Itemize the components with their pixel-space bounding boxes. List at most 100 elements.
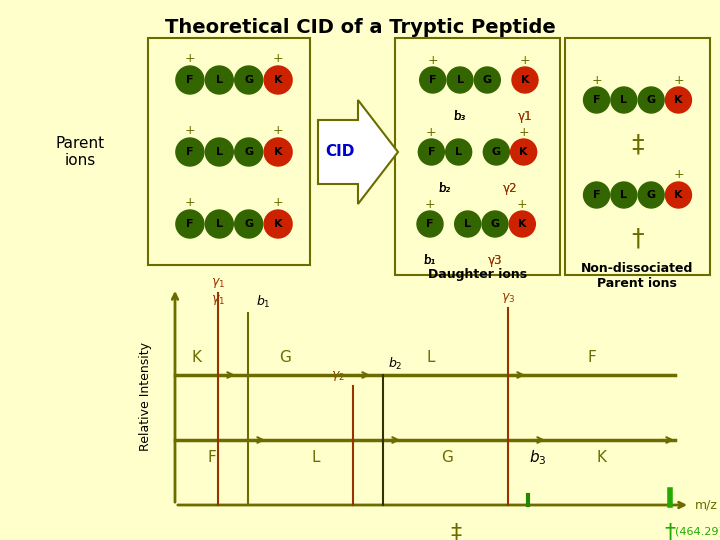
Text: +: + [184,195,195,208]
Text: +: + [273,124,284,137]
Text: γ3: γ3 [487,254,503,267]
Circle shape [510,139,536,165]
Text: K: K [518,219,526,229]
Text: ‡: ‡ [631,132,644,156]
Text: b₁: b₁ [424,254,436,267]
Circle shape [176,210,204,238]
Circle shape [205,66,233,94]
Text: L: L [464,219,471,229]
Text: K: K [274,75,282,85]
Circle shape [474,67,500,93]
Text: K: K [192,349,202,364]
Text: γ1: γ1 [518,110,532,123]
Circle shape [638,87,664,113]
Text: F: F [593,95,600,105]
Circle shape [455,211,481,237]
Text: +: + [518,125,529,138]
Text: $\mathit{\gamma}_1$: $\mathit{\gamma}_1$ [211,293,225,307]
Bar [148,38,310,265]
Circle shape [235,210,263,238]
Text: G: G [647,95,656,105]
Text: K: K [674,190,683,200]
Text: (464.29): (464.29) [675,527,720,537]
Text: +: + [273,51,284,64]
Text: G: G [492,147,501,157]
Text: L: L [621,190,627,200]
Circle shape [176,66,204,94]
Text: F: F [428,147,435,157]
Circle shape [420,67,446,93]
Circle shape [235,66,263,94]
Text: b₂: b₂ [439,182,451,195]
Circle shape [418,139,444,165]
Circle shape [447,67,473,93]
Text: m/z: m/z [695,498,718,511]
Text: $b_3$: $b_3$ [529,449,546,467]
Text: F: F [587,349,596,364]
Text: CID: CID [325,145,355,159]
Text: $b_2$: $b_2$ [388,356,402,372]
Text: L: L [216,219,222,229]
Text: $\mathit{\gamma}_1$: $\mathit{\gamma}_1$ [211,276,225,290]
Text: b₃: b₃ [454,110,466,123]
Text: +: + [184,124,195,137]
Text: G: G [490,219,500,229]
Text: ‡: ‡ [450,523,461,540]
Text: γ2: γ2 [503,182,517,195]
Text: F: F [186,219,194,229]
Text: $b_1$: $b_1$ [256,294,271,310]
Text: K: K [274,219,282,229]
Text: $\mathit{\gamma}_2$: $\mathit{\gamma}_2$ [331,369,345,383]
Circle shape [235,138,263,166]
Circle shape [446,139,472,165]
Text: Daughter ions: Daughter ions [428,268,528,281]
Text: K: K [674,95,683,105]
Text: G: G [279,349,292,364]
Text: +: + [591,73,602,86]
Circle shape [417,211,443,237]
Circle shape [482,211,508,237]
Text: K: K [596,450,606,465]
Text: F: F [426,219,433,229]
Text: K: K [521,75,529,85]
Circle shape [205,138,233,166]
Text: F: F [186,75,194,85]
Text: G: G [647,190,656,200]
Circle shape [611,87,637,113]
Circle shape [665,87,691,113]
Text: F: F [593,190,600,200]
Text: Non-dissociated
Parent ions: Non-dissociated Parent ions [581,262,693,290]
Circle shape [665,182,691,208]
Text: +: + [425,198,436,211]
Circle shape [264,138,292,166]
Text: b₃: b₃ [454,110,466,123]
Circle shape [264,66,292,94]
Circle shape [509,211,535,237]
Bar [395,38,560,275]
Text: γ3: γ3 [487,254,503,267]
Text: †: † [631,227,644,251]
Circle shape [176,138,204,166]
Circle shape [583,182,610,208]
Text: b₂: b₂ [439,182,451,195]
Text: +: + [426,125,436,138]
Text: G: G [244,75,253,85]
Text: L: L [455,147,462,157]
Text: G: G [244,219,253,229]
Text: L: L [216,75,222,85]
Text: G: G [244,147,253,157]
Text: +: + [673,168,684,181]
Text: G: G [441,450,454,465]
Text: b₁: b₁ [424,254,436,267]
Circle shape [512,67,538,93]
Text: Parent
ions: Parent ions [55,136,104,168]
Text: G: G [482,75,492,85]
Text: F: F [207,450,216,465]
Text: †: † [665,523,675,540]
Polygon shape [318,100,398,204]
Text: γ1: γ1 [518,110,532,123]
Text: $\mathit{\gamma}_3$: $\mathit{\gamma}_3$ [501,291,515,305]
Text: γ2: γ2 [503,182,517,195]
Text: L: L [216,147,222,157]
Text: K: K [519,147,528,157]
